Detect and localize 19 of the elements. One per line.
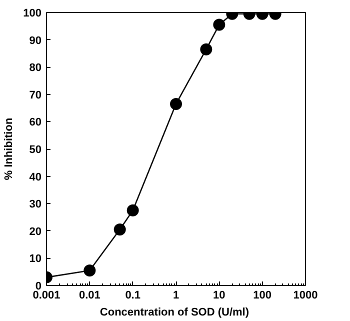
y-tick-label: 10 (29, 253, 42, 266)
x-tick-label: 0.01 (78, 290, 100, 302)
x-tick-label: 100 (253, 290, 272, 302)
y-tick-label: 50 (29, 144, 42, 156)
y-tick-label: 70 (29, 89, 42, 102)
y-tick-label: 100 (23, 8, 42, 20)
x-tick-label: 10 (213, 290, 226, 302)
y-tick-label: 90 (29, 34, 42, 47)
y-tick-label: 30 (29, 198, 42, 211)
y-tick-label: 80 (29, 62, 42, 74)
y-tick-label: 60 (29, 116, 42, 129)
x-axis-title: Concentration of SOD (U/ml) (100, 306, 250, 318)
x-tick-label: 0.1 (125, 290, 140, 302)
y-tick-label: 40 (29, 171, 42, 184)
y-tick-label: 20 (29, 226, 42, 238)
x-tick-label: 1000 (293, 290, 318, 302)
y-axis-title: % Inhibition (3, 118, 16, 180)
x-tick-label: 1 (172, 290, 180, 302)
x-tick-label: 0.001 (32, 290, 60, 302)
